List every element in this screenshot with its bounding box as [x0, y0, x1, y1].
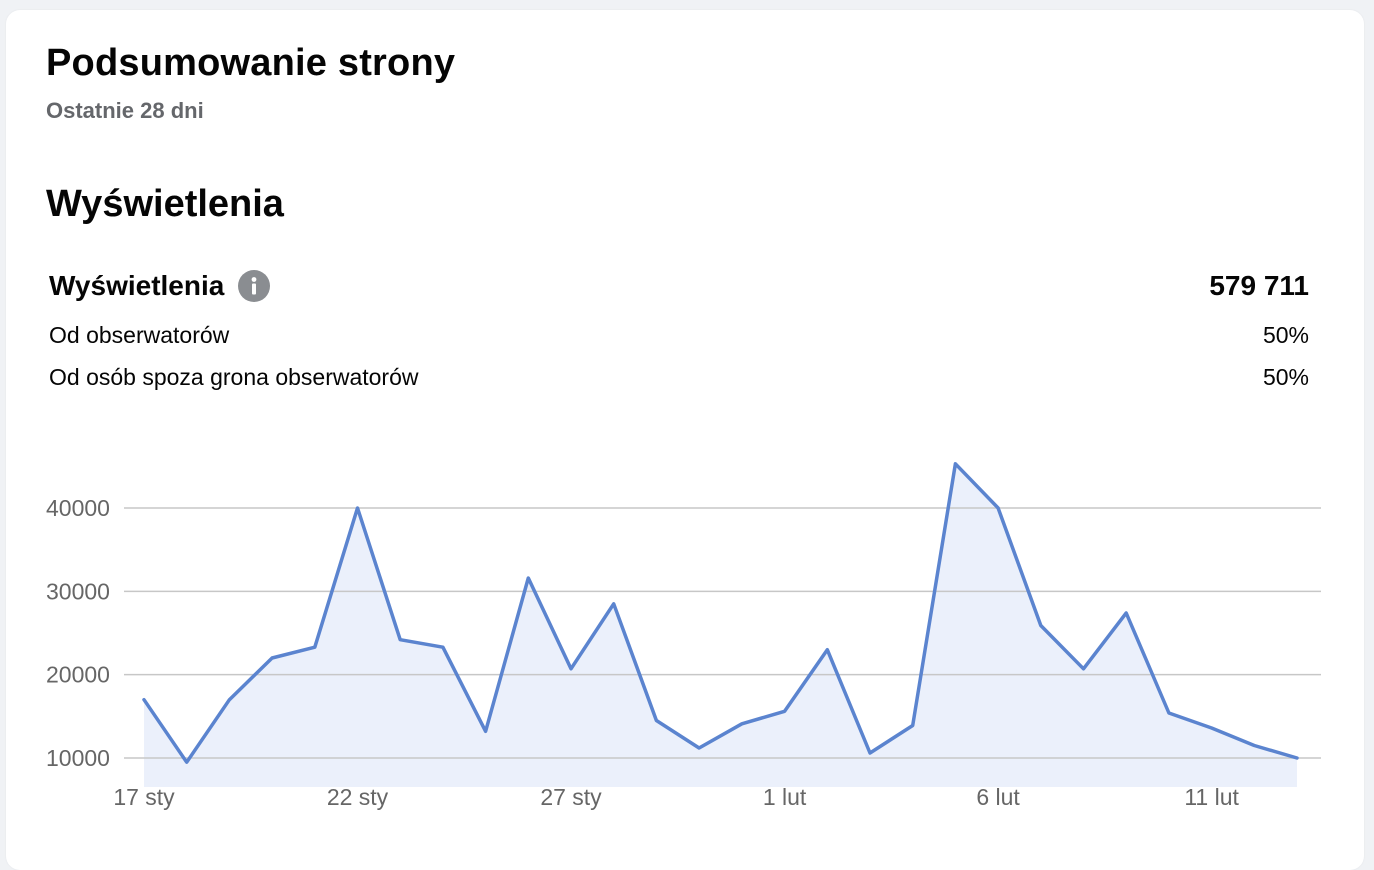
data-point[interactable] [522, 572, 534, 584]
data-point[interactable] [181, 756, 193, 768]
metric-followers-row: Od obserwatorów 50% [49, 319, 1309, 351]
metric-non-followers-label: Od osób spoza grona obserwatorów [49, 363, 419, 390]
data-point[interactable] [1248, 740, 1260, 752]
data-point[interactable] [1163, 707, 1175, 719]
y-tick-label: 30000 [46, 578, 110, 604]
data-point[interactable] [907, 720, 919, 732]
data-point[interactable] [1291, 752, 1303, 764]
data-point[interactable] [138, 694, 150, 706]
metric-followers-value: 50% [1262, 321, 1309, 348]
data-point[interactable] [1120, 607, 1132, 619]
y-tick-label: 20000 [46, 662, 110, 688]
metric-views-value: 579 711 [1209, 270, 1309, 301]
y-tick-label: 40000 [46, 495, 110, 521]
x-tick-label: 1 lut [763, 784, 807, 810]
views-chart: 10000 20000 30000 40000 17 sty 22 sty 27 sty 1 … [6, 10, 1364, 848]
page-summary-card: Podsumowanie strony Ostatnie 28 dni Wyśw… [6, 10, 1364, 870]
data-point[interactable] [394, 634, 406, 646]
data-point[interactable] [992, 502, 1004, 514]
series-line [142, 462, 1299, 764]
data-point[interactable] [480, 725, 492, 737]
data-point[interactable] [223, 694, 235, 706]
data-point[interactable] [736, 718, 748, 730]
data-point[interactable] [437, 641, 449, 653]
x-tick-label: 17 sty [113, 784, 175, 810]
data-point[interactable] [949, 458, 961, 470]
info-glyph [251, 277, 257, 295]
data-point[interactable] [309, 641, 321, 653]
x-tick-label: 6 lut [976, 784, 1020, 810]
data-point[interactable] [266, 652, 278, 664]
metric-followers-label: Od obserwatorów [49, 321, 230, 348]
data-point[interactable] [779, 705, 791, 717]
x-tick-label: 27 sty [540, 784, 602, 810]
data-point[interactable] [864, 747, 876, 759]
metric-non-followers-row: Od osób spoza grona obserwatorów 50% [49, 361, 1309, 393]
data-point[interactable] [693, 742, 705, 754]
x-tick-label: 22 sty [327, 784, 389, 810]
data-point[interactable] [1206, 722, 1218, 734]
data-point[interactable] [821, 644, 833, 656]
y-tick-label: 10000 [46, 745, 110, 771]
series-area [144, 463, 1297, 787]
metric-views-row: Wyświetlenia 579 711 [49, 266, 1309, 306]
data-point[interactable] [650, 715, 662, 727]
info-icon[interactable] [238, 270, 271, 302]
views-chart-svg: 10000 20000 30000 40000 17 sty 22 sty 27 sty 1 … [46, 458, 1321, 810]
metric-views-label-wrap: Wyświetlenia [49, 270, 271, 302]
metric-non-followers-value: 50% [1262, 363, 1309, 390]
x-tick-label: 11 lut [1184, 784, 1239, 810]
data-point[interactable] [352, 502, 364, 514]
data-point[interactable] [1035, 620, 1047, 632]
data-point[interactable] [565, 663, 577, 675]
data-point[interactable] [608, 598, 620, 610]
metric-views-label: Wyświetlenia [49, 270, 225, 301]
period-label: Ostatnie 28 dni [46, 98, 204, 123]
data-point[interactable] [1078, 663, 1090, 675]
page-title: Podsumowanie strony [46, 42, 456, 84]
section-title: Wyświetlenia [46, 183, 284, 225]
